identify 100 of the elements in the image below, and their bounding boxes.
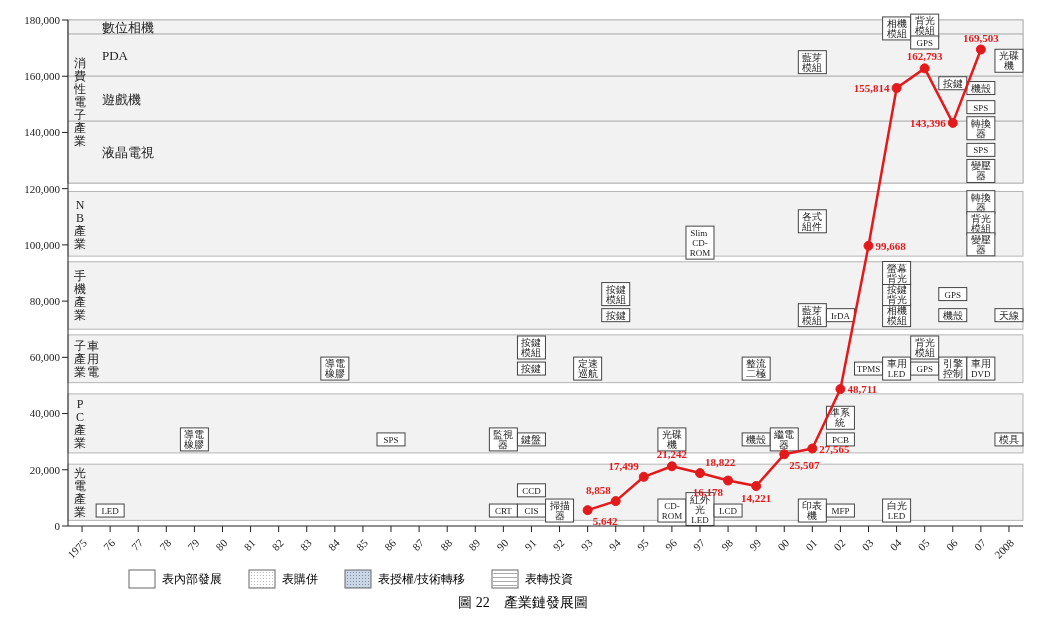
point [975, 44, 986, 55]
point [751, 481, 762, 492]
x-tick-label: 05 [915, 536, 933, 553]
y-tick-label: 180,000 [24, 13, 61, 26]
annotation: SPS [973, 145, 989, 156]
annotation: 光碟機 [998, 50, 1019, 72]
point [638, 471, 649, 482]
annotation: 藍芽模組 [802, 304, 823, 326]
annotation: 模具 [998, 433, 1019, 445]
x-tick-label: 86 [381, 536, 399, 553]
y-tick-label: 140,000 [24, 126, 61, 139]
x-tick-label: 97 [690, 536, 708, 553]
data-label: 27,565 [819, 442, 851, 455]
x-tick-label: 90 [494, 536, 511, 553]
x-tick-label: 88 [438, 536, 455, 553]
annotation: 按鍵 [605, 309, 626, 321]
annotation: LCD [719, 506, 738, 517]
annotation: 背光模組 [914, 336, 935, 358]
annotation: 整流二極 [746, 358, 767, 380]
annotation: SPS [973, 102, 989, 113]
band-label: PC產業 [74, 397, 86, 451]
text: 表購併 [282, 570, 318, 588]
y-tick-label: 120,000 [24, 182, 61, 195]
x-tick-label: 87 [409, 536, 427, 553]
annotation: 引擎控制 [942, 358, 963, 380]
x-tick-label: 96 [662, 536, 680, 553]
x-tick-label: 01 [803, 536, 820, 553]
annotation: CRT [494, 506, 513, 517]
annotation: 相機模組 [886, 304, 907, 326]
annotation: 轉換器 [970, 191, 991, 213]
annotation: 按鍵模組 [605, 283, 626, 305]
band-label: 數位相機 [102, 20, 154, 36]
annotation: 光碟機 [661, 428, 682, 450]
y-tick-label: 60,000 [29, 351, 61, 364]
x-tick-label: 82 [269, 536, 286, 553]
y-tick-label: 0 [54, 519, 61, 532]
data-label: 18,822 [704, 456, 736, 469]
band-label: 液晶電視 [102, 145, 154, 161]
annotation: 相機模組 [886, 17, 907, 39]
annotation: 藍芽模組 [802, 51, 823, 73]
annotation: 印表機 [802, 500, 823, 522]
annotation: 鍵盤 [521, 433, 542, 445]
point [723, 475, 734, 486]
annotation: MFP [831, 506, 850, 517]
data-label: 48,711 [847, 383, 878, 396]
x-tick-label: 95 [634, 536, 652, 553]
text: 表授權/技術轉移 [378, 570, 466, 588]
x-tick-label: 84 [325, 536, 343, 553]
annotation: 白光LED [886, 500, 907, 522]
x-tick-label: 00 [775, 536, 792, 553]
annotation: 按鍵模組 [521, 336, 542, 358]
band-label: 消費性電子產業 [73, 56, 86, 149]
annotation: 螢幕背光 [886, 262, 907, 284]
x-tick-label: 93 [578, 536, 596, 553]
band-label: 光電產業 [74, 466, 86, 520]
point [947, 117, 958, 128]
annotation: GPS [916, 364, 933, 375]
data-label: 21,242 [656, 448, 688, 461]
point [863, 240, 874, 251]
x-tick-label: 07 [971, 536, 989, 553]
annotation: 變壓器 [970, 160, 991, 182]
annotation: 背光模組 [914, 15, 935, 37]
point [694, 468, 705, 479]
data-label: 169,503 [962, 31, 1000, 44]
data-label: 99,668 [875, 239, 907, 252]
annotation: 按鍵 [942, 77, 963, 89]
x-tick-label: 04 [887, 536, 905, 553]
x-tick-label: 78 [157, 536, 174, 553]
point [666, 461, 677, 472]
point [891, 82, 902, 93]
data-label: 162,793 [906, 50, 944, 63]
annotation: 按鍵背光 [886, 283, 907, 305]
data-label: 25,507 [789, 459, 820, 472]
annotation: CIS [524, 506, 539, 517]
point [835, 384, 846, 395]
band-label: 手機產業 [74, 269, 86, 323]
band-label: 車用電子產業 [74, 339, 99, 380]
annotation: 天線 [998, 309, 1019, 321]
x-tick-label: 98 [718, 536, 736, 553]
annotation: 按鍵 [521, 363, 542, 375]
y-tick-label: 80,000 [29, 295, 61, 308]
x-tick-label: 91 [522, 536, 539, 553]
annotation: 背光模組 [970, 212, 991, 234]
data-label: 143,396 [910, 116, 947, 129]
x-tick-label: 06 [943, 536, 961, 553]
annotation: LED [101, 506, 120, 517]
point [610, 496, 621, 507]
annotation: 掃描器 [549, 500, 570, 522]
data-label: 17,499 [608, 459, 640, 472]
data-label: 8,858 [585, 484, 612, 497]
y-tick-label: 40,000 [29, 407, 61, 420]
annotation: GPS [944, 289, 962, 300]
annotation: 機殼 [970, 82, 991, 94]
annotation: 機殼 [746, 433, 767, 445]
annotation: 導電橡膠 [184, 428, 205, 450]
data-label: 155,814 [853, 81, 891, 94]
band-label: PDA [102, 48, 129, 64]
point [807, 443, 818, 454]
y-tick-label: 100,000 [24, 238, 61, 251]
annotation: 轉換器 [970, 117, 991, 139]
